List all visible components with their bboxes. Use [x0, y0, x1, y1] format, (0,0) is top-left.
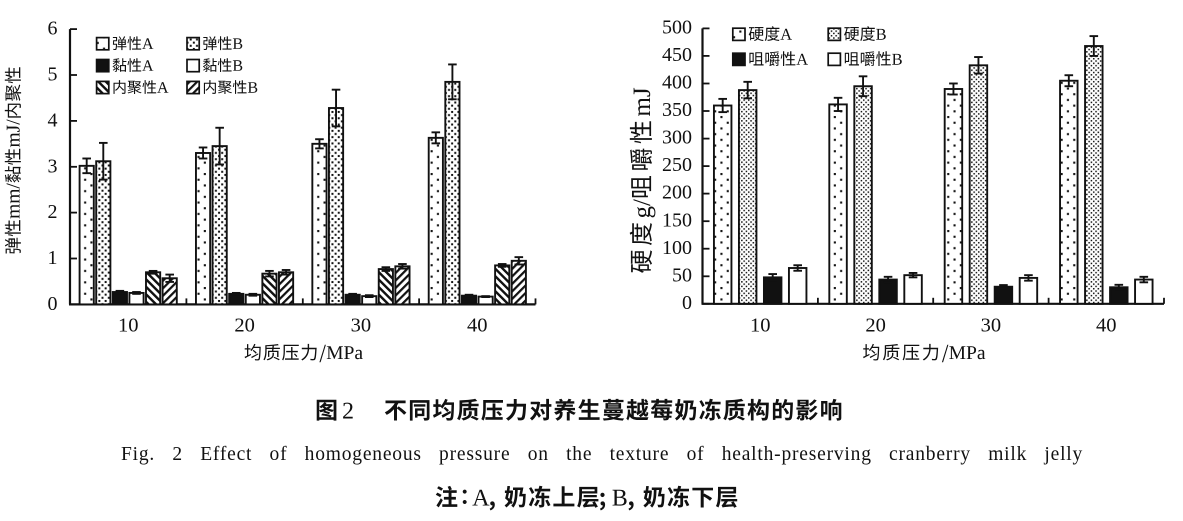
- svg-text:5: 5: [48, 64, 58, 86]
- svg-text:0: 0: [48, 293, 58, 315]
- svg-text:200: 200: [662, 182, 692, 204]
- svg-text:20: 20: [865, 315, 886, 337]
- svg-text:150: 150: [662, 209, 692, 231]
- svg-text:40: 40: [1096, 315, 1117, 337]
- svg-text:350: 350: [662, 99, 692, 121]
- svg-text:Fig. 2 Effect of homogeneous p: Fig. 2 Effect of homogeneous pressure on…: [121, 444, 1083, 465]
- svg-text:10: 10: [750, 315, 771, 337]
- svg-text:2: 2: [48, 201, 58, 223]
- svg-text:500: 500: [662, 17, 692, 39]
- svg-text:100: 100: [662, 237, 692, 259]
- svg-text:6: 6: [48, 18, 58, 40]
- svg-text:50: 50: [672, 264, 692, 286]
- svg-text:4: 4: [48, 110, 58, 132]
- svg-text:20: 20: [234, 315, 255, 337]
- svg-text:300: 300: [662, 127, 692, 149]
- svg-text:10: 10: [118, 315, 139, 337]
- svg-text:40: 40: [467, 315, 488, 337]
- svg-text:3: 3: [48, 155, 58, 177]
- svg-text:450: 450: [662, 44, 692, 66]
- svg-text:30: 30: [981, 315, 1002, 337]
- svg-text:0: 0: [682, 292, 692, 314]
- svg-text:30: 30: [351, 315, 372, 337]
- svg-text:1: 1: [48, 247, 58, 269]
- svg-text:400: 400: [662, 72, 692, 94]
- svg-text:250: 250: [662, 154, 692, 176]
